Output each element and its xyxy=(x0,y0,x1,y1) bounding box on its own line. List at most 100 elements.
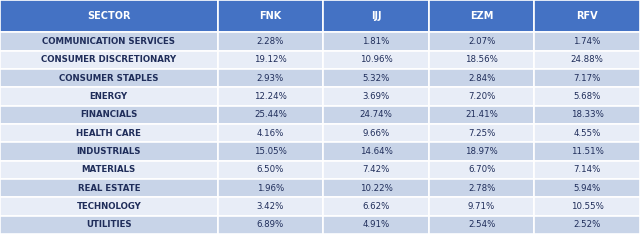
Text: 4.16%: 4.16% xyxy=(257,129,284,138)
Text: 1.96%: 1.96% xyxy=(257,184,284,193)
Text: 1.81%: 1.81% xyxy=(362,37,390,46)
Text: 18.56%: 18.56% xyxy=(465,55,498,64)
Text: CONSUMER STAPLES: CONSUMER STAPLES xyxy=(59,74,159,83)
Text: 2.52%: 2.52% xyxy=(573,220,601,229)
Text: 9.71%: 9.71% xyxy=(468,202,495,211)
Text: 5.94%: 5.94% xyxy=(573,184,601,193)
Text: 7.17%: 7.17% xyxy=(573,74,601,83)
Text: 1.74%: 1.74% xyxy=(573,37,601,46)
Text: 10.22%: 10.22% xyxy=(360,184,392,193)
Text: 24.74%: 24.74% xyxy=(360,110,392,119)
Bar xyxy=(0,51,218,69)
Text: 3.69%: 3.69% xyxy=(362,92,390,101)
Text: 6.50%: 6.50% xyxy=(257,165,284,174)
Text: 10.55%: 10.55% xyxy=(571,202,604,211)
Bar xyxy=(0,179,218,197)
Text: SECTOR: SECTOR xyxy=(87,11,131,21)
Text: COMMUNICATION SERVICES: COMMUNICATION SERVICES xyxy=(42,37,175,46)
Text: 3.42%: 3.42% xyxy=(257,202,284,211)
Bar xyxy=(218,69,323,87)
Bar xyxy=(0,161,218,179)
Bar xyxy=(218,51,323,69)
Bar xyxy=(218,197,323,216)
Text: 4.55%: 4.55% xyxy=(573,129,601,138)
Bar xyxy=(323,216,429,234)
Bar xyxy=(0,32,218,51)
Text: CONSUMER DISCRETIONARY: CONSUMER DISCRETIONARY xyxy=(41,55,177,64)
Text: RFV: RFV xyxy=(577,11,598,21)
Bar xyxy=(429,124,534,142)
Text: 21.41%: 21.41% xyxy=(465,110,498,119)
Text: 2.84%: 2.84% xyxy=(468,74,495,83)
Text: 7.20%: 7.20% xyxy=(468,92,495,101)
Bar xyxy=(534,124,640,142)
Bar xyxy=(218,142,323,161)
Bar xyxy=(429,0,534,32)
Text: 10.96%: 10.96% xyxy=(360,55,392,64)
Bar xyxy=(323,179,429,197)
Text: REAL ESTATE: REAL ESTATE xyxy=(77,184,140,193)
Bar xyxy=(429,106,534,124)
Text: 12.24%: 12.24% xyxy=(254,92,287,101)
Bar xyxy=(429,32,534,51)
Bar xyxy=(534,51,640,69)
Bar xyxy=(0,69,218,87)
Bar xyxy=(534,197,640,216)
Bar xyxy=(534,87,640,106)
Text: INDUSTRIALS: INDUSTRIALS xyxy=(77,147,141,156)
Text: 7.25%: 7.25% xyxy=(468,129,495,138)
Bar xyxy=(429,197,534,216)
Bar xyxy=(534,142,640,161)
Bar xyxy=(534,216,640,234)
Bar xyxy=(323,87,429,106)
Bar xyxy=(323,32,429,51)
Text: 25.44%: 25.44% xyxy=(254,110,287,119)
Bar xyxy=(0,0,218,32)
Text: 6.89%: 6.89% xyxy=(257,220,284,229)
Text: 2.28%: 2.28% xyxy=(257,37,284,46)
Text: 4.91%: 4.91% xyxy=(362,220,390,229)
Bar xyxy=(0,106,218,124)
Text: EZM: EZM xyxy=(470,11,493,21)
Bar xyxy=(429,51,534,69)
Bar xyxy=(218,161,323,179)
Text: 9.66%: 9.66% xyxy=(362,129,390,138)
Text: 11.51%: 11.51% xyxy=(571,147,604,156)
Bar xyxy=(534,106,640,124)
Bar xyxy=(218,32,323,51)
Bar xyxy=(534,32,640,51)
Bar xyxy=(534,69,640,87)
Text: FNK: FNK xyxy=(259,11,282,21)
Text: 19.12%: 19.12% xyxy=(254,55,287,64)
Bar xyxy=(0,124,218,142)
Text: HEALTH CARE: HEALTH CARE xyxy=(76,129,141,138)
Text: FINANCIALS: FINANCIALS xyxy=(80,110,138,119)
Text: TECHNOLOGY: TECHNOLOGY xyxy=(76,202,141,211)
Bar xyxy=(429,161,534,179)
Text: UTILITIES: UTILITIES xyxy=(86,220,132,229)
Text: ENERGY: ENERGY xyxy=(90,92,128,101)
Text: 2.54%: 2.54% xyxy=(468,220,495,229)
Bar xyxy=(534,161,640,179)
Text: 5.32%: 5.32% xyxy=(362,74,390,83)
Text: 18.97%: 18.97% xyxy=(465,147,498,156)
Bar xyxy=(429,179,534,197)
Bar xyxy=(0,216,218,234)
Text: 7.14%: 7.14% xyxy=(573,165,601,174)
Text: MATERIALS: MATERIALS xyxy=(82,165,136,174)
Bar xyxy=(429,69,534,87)
Text: 6.70%: 6.70% xyxy=(468,165,495,174)
Bar xyxy=(218,216,323,234)
Text: 2.93%: 2.93% xyxy=(257,74,284,83)
Text: 15.05%: 15.05% xyxy=(254,147,287,156)
Bar xyxy=(323,51,429,69)
Text: 24.88%: 24.88% xyxy=(571,55,604,64)
Bar xyxy=(0,197,218,216)
Text: 2.07%: 2.07% xyxy=(468,37,495,46)
Bar xyxy=(534,179,640,197)
Text: 14.64%: 14.64% xyxy=(360,147,392,156)
Text: 2.78%: 2.78% xyxy=(468,184,495,193)
Bar xyxy=(534,0,640,32)
Bar xyxy=(218,124,323,142)
Bar xyxy=(218,0,323,32)
